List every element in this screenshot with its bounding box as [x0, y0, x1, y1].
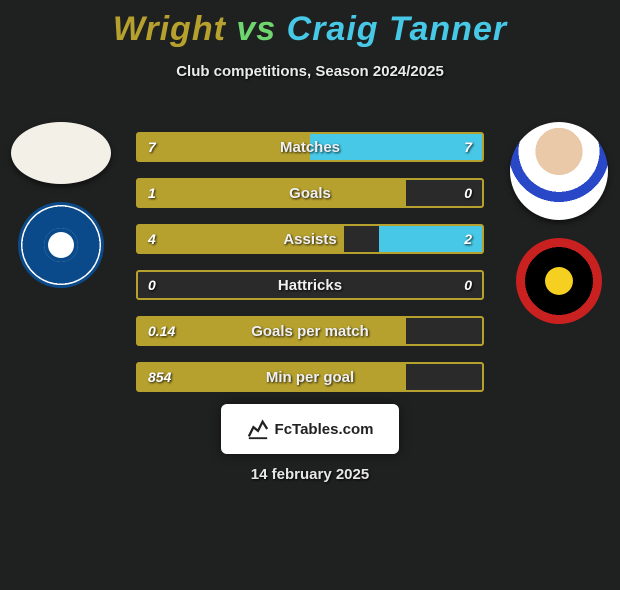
- right-fill: [310, 134, 482, 160]
- stat-bar: 0 0Hattricks: [136, 270, 484, 300]
- title-player-left: Wright: [113, 10, 226, 48]
- right-fill: [379, 226, 482, 252]
- left-value: 0: [148, 272, 156, 298]
- right-player-column: [504, 122, 614, 324]
- subtitle: Club competitions, Season 2024/2025: [0, 63, 620, 80]
- comparison-bars: 77Matches10Goals42Assists00Hattricks0.14…: [136, 132, 484, 392]
- stat-bar: 42Assists: [136, 224, 484, 254]
- chart-icon: [247, 418, 269, 440]
- right-player-avatar: [510, 122, 608, 220]
- stat-bar: 854Min per goal: [136, 362, 484, 392]
- page-title: Wright vs Craig Tanner: [0, 10, 620, 49]
- stat-label: Hattricks: [138, 272, 482, 298]
- stat-bar: 0.14Goals per match: [136, 316, 484, 346]
- left-fill: [138, 318, 406, 344]
- title-player-right: Craig Tanner: [287, 10, 507, 48]
- title-vs: vs: [236, 10, 276, 48]
- left-fill: [138, 364, 406, 390]
- stat-bar: 10Goals: [136, 178, 484, 208]
- left-fill: [138, 180, 406, 206]
- stat-bar: 77Matches: [136, 132, 484, 162]
- right-value: 0: [464, 272, 472, 298]
- left-player-avatar: [11, 122, 111, 184]
- left-fill: [138, 226, 344, 252]
- source-badge: FcTables.com: [221, 404, 399, 454]
- source-text: FcTables.com: [275, 421, 374, 438]
- right-club-crest: [516, 238, 602, 324]
- right-value: 0: [464, 180, 472, 206]
- left-club-crest: [18, 202, 104, 288]
- left-player-column: [6, 122, 116, 288]
- date-text: 14 february 2025: [0, 466, 620, 483]
- left-fill: [138, 134, 310, 160]
